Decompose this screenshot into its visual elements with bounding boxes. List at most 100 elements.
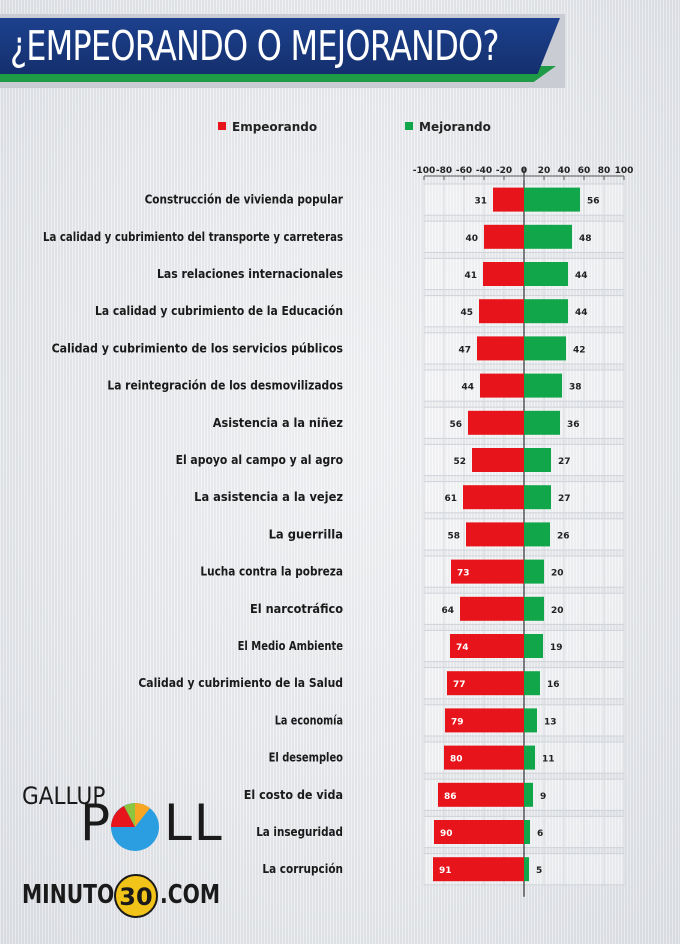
legend-label-mejorando: Mejorando	[419, 120, 491, 134]
tick-label: 80	[598, 166, 611, 176]
value-label-empeorando: 86	[444, 792, 457, 802]
category-label: La calidad y cubrimiento de la Educación	[95, 304, 343, 318]
bar-mejorando	[524, 262, 568, 286]
category-label: La reintegración de los desmovilizados	[107, 379, 343, 393]
tick-label: -60	[456, 166, 472, 176]
bar-mejorando	[524, 224, 572, 249]
title-banner	[0, 18, 560, 74]
bar-empeorando	[434, 820, 524, 844]
category-label: El costo de vida	[244, 788, 343, 802]
value-label-empeorando: 41	[464, 271, 477, 281]
gallup-logo-text: GALLUP	[22, 782, 106, 810]
bar-mejorando	[524, 634, 543, 658]
bar-mejorando	[524, 857, 529, 882]
category-label: La asistencia a la vejez	[194, 490, 343, 504]
value-label-empeorando: 40	[465, 234, 478, 244]
bar-empeorando	[438, 782, 524, 807]
value-label-empeorando: 31	[474, 197, 487, 207]
value-label-mejorando: 26	[557, 531, 570, 541]
tick-label: -40	[476, 166, 492, 176]
poll-letters-ll: LL	[164, 794, 224, 852]
value-label-mejorando: 16	[547, 680, 560, 690]
category-label: Asistencia a la niñez	[213, 416, 343, 430]
bar-empeorando	[463, 485, 524, 510]
bar-empeorando	[444, 745, 524, 770]
category-label: La guerrilla	[269, 527, 343, 541]
value-label-empeorando: 45	[460, 308, 473, 318]
pie-logo-icon	[111, 802, 159, 851]
bar-empeorando	[472, 448, 524, 472]
category-label: El desempleo	[269, 751, 343, 765]
bar-mejorando	[524, 485, 551, 510]
value-label-mejorando: 19	[550, 643, 563, 653]
bar-mejorando	[524, 299, 568, 324]
value-label-mejorando: 36	[567, 420, 580, 430]
minuto30-circle-icon: 30	[114, 874, 158, 918]
legend-item-empeorando: Empeorando	[218, 120, 317, 134]
bar-mejorando	[524, 820, 530, 844]
bar-mejorando	[524, 187, 580, 212]
category-label: La inseguridad	[256, 825, 343, 839]
tick-label: -100	[413, 166, 436, 176]
page-title: ¿EMPEORANDO O MEJORANDO?	[10, 22, 499, 70]
category-label: La calidad y cubrimiento del transporte …	[43, 230, 343, 244]
value-label-mejorando: 42	[573, 345, 586, 355]
minuto-number: 30	[119, 883, 152, 911]
bar-empeorando	[480, 373, 524, 398]
bar-empeorando	[460, 596, 524, 621]
value-label-empeorando: 74	[456, 643, 469, 653]
value-label-mejorando: 27	[558, 457, 571, 467]
category-label: La corrupción	[262, 862, 343, 876]
bar-mejorando	[524, 745, 535, 770]
tick-label: 0	[521, 166, 527, 176]
value-label-empeorando: 52	[453, 457, 466, 467]
bar-empeorando	[466, 522, 524, 547]
bar-empeorando	[483, 262, 524, 286]
bar-mejorando	[524, 708, 537, 733]
bar-empeorando	[493, 187, 524, 212]
tick-label: -80	[436, 166, 452, 176]
minuto-text-right: .COM	[160, 880, 221, 910]
category-label: Calidad y cubrimiento de la Salud	[138, 676, 343, 690]
bar-mejorando	[524, 448, 551, 472]
value-label-mejorando: 44	[575, 271, 588, 281]
category-label: El narcotráfico	[250, 602, 343, 616]
value-label-mejorando: 13	[544, 717, 557, 727]
value-label-mejorando: 6	[537, 829, 543, 839]
legend-swatch-green	[405, 122, 413, 130]
bar-mejorando	[524, 522, 550, 547]
category-label: Las relaciones internacionales	[157, 267, 343, 281]
bar-empeorando	[447, 671, 524, 696]
value-label-mejorando: 20	[551, 606, 564, 616]
bar-mejorando	[524, 410, 560, 435]
legend-item-mejorando: Mejorando	[405, 120, 491, 134]
value-label-empeorando: 73	[457, 569, 470, 579]
value-label-empeorando: 44	[461, 383, 474, 393]
tick-label: 40	[558, 166, 571, 176]
bar-mejorando	[524, 782, 533, 807]
value-label-mejorando: 9	[540, 792, 546, 802]
value-label-mejorando: 11	[542, 755, 555, 765]
value-label-empeorando: 47	[458, 345, 471, 355]
bar-empeorando	[468, 410, 524, 435]
category-label: Lucha contra la pobreza	[200, 565, 343, 579]
value-label-empeorando: 64	[441, 606, 454, 616]
tick-label: -20	[496, 166, 512, 176]
value-label-empeorando: 58	[447, 531, 460, 541]
bar-mejorando	[524, 373, 562, 398]
value-label-empeorando: 80	[450, 755, 463, 765]
value-label-empeorando: 77	[453, 680, 466, 690]
value-label-empeorando: 61	[444, 494, 457, 504]
tick-label: 60	[578, 166, 591, 176]
category-label: Construcción de vivienda popular	[145, 193, 344, 207]
value-label-mejorando: 20	[551, 569, 564, 579]
value-label-mejorando: 56	[587, 197, 600, 207]
bar-mejorando	[524, 596, 544, 621]
legend-swatch-red	[218, 122, 226, 130]
bar-mejorando	[524, 336, 566, 361]
bar-empeorando	[433, 857, 524, 882]
bar-empeorando	[479, 299, 524, 324]
minuto-text-left: MINUTO	[22, 880, 115, 910]
